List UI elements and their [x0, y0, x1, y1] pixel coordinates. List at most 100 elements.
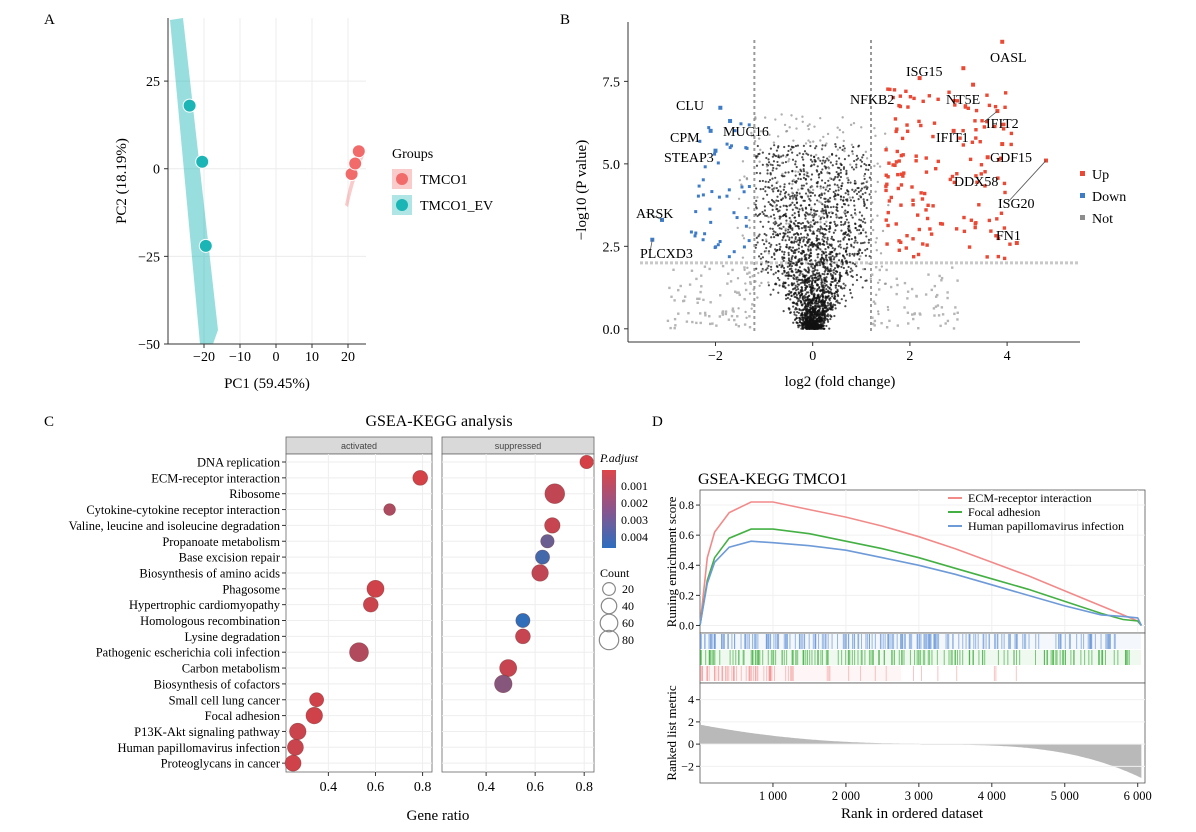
volcano-point-down: [703, 165, 707, 169]
volcano-point-not: [767, 281, 770, 284]
ranked-metric-y-tick: 4: [688, 693, 694, 707]
volcano-point-not: [873, 302, 877, 305]
volcano-point-not: [837, 193, 840, 197]
volcano-x-tick: −2: [708, 349, 723, 364]
volcano-point-not: [864, 191, 867, 194]
volcano-point-not: [824, 166, 828, 169]
volcano-point-not: [769, 147, 773, 150]
volcano-point-not: [826, 301, 829, 304]
barcode-hit: [786, 634, 788, 649]
volcano-point-not: [840, 163, 843, 166]
volcano-point-not: [862, 198, 865, 201]
barcode-hit: [854, 650, 856, 665]
volcano-point-down: [727, 188, 731, 192]
volcano-point-up: [904, 246, 908, 250]
volcano-point-not: [832, 178, 835, 181]
volcano-point-not: [799, 321, 802, 324]
barcode-hit: [919, 634, 921, 649]
volcano-point-not: [804, 243, 807, 247]
volcano-point-not: [832, 190, 835, 194]
volcano-point-up: [952, 180, 957, 185]
barcode-hit: [1056, 650, 1058, 665]
volcano-point-not: [843, 257, 846, 260]
barcode-hit: [791, 666, 793, 681]
volcano-point-not: [826, 157, 829, 160]
volcano-point-up: [905, 123, 909, 127]
volcano-point-not: [787, 193, 790, 196]
volcano-point-not: [771, 188, 774, 191]
volcano-point-not: [777, 269, 780, 273]
volcano-point-not: [876, 310, 880, 313]
volcano-point-not: [827, 315, 830, 318]
volcano-point-not: [826, 304, 830, 307]
volcano-point-not: [758, 284, 761, 288]
volcano-point-not: [861, 193, 864, 196]
volcano-point-not: [760, 270, 763, 273]
volcano-point-not: [794, 308, 797, 311]
volcano-point-not: [767, 215, 770, 219]
volcano-point-not: [813, 155, 816, 158]
volcano-point-not: [816, 325, 820, 329]
volcano-point-not: [788, 264, 791, 268]
volcano-point-not: [792, 251, 795, 255]
volcano-point-not: [794, 206, 797, 209]
volcano-point-not: [824, 256, 828, 259]
volcano-point-not: [845, 269, 848, 272]
volcano-point-up: [896, 172, 900, 177]
volcano-point-not: [816, 275, 820, 278]
count-legend-circle: [600, 597, 618, 615]
pca-y-label: PC2 (18.19%): [114, 138, 130, 224]
barcode-hit: [1008, 634, 1010, 649]
volcano-point-not: [779, 245, 782, 248]
volcano-point-not: [823, 222, 826, 226]
barcode-hit: [901, 650, 903, 665]
volcano-point-not: [802, 199, 805, 202]
volcano-point-not: [759, 148, 762, 152]
barcode-hit: [891, 650, 893, 665]
barcode-hit: [1050, 650, 1052, 665]
volcano-point-not: [855, 158, 858, 161]
barcode-hit: [1013, 650, 1015, 665]
volcano-point-not: [863, 241, 866, 244]
enrichment-lines: [699, 501, 1143, 627]
volcano-point-not: [809, 320, 812, 323]
volcano-point-not: [789, 203, 792, 206]
volcano-point-not: [940, 306, 944, 309]
volcano-point-not: [816, 199, 819, 202]
pca-gridlines: [168, 18, 366, 345]
volcano-point-not: [903, 306, 906, 309]
volcano-point-not: [778, 227, 781, 230]
volcano-point-up: [914, 154, 918, 158]
volcano-point-not: [807, 175, 810, 178]
volcano-point-not: [796, 310, 799, 314]
volcano-point-not: [812, 216, 815, 219]
volcano-point-not: [844, 305, 847, 308]
volcano-point-not: [809, 304, 812, 307]
barcode-hit: [1101, 650, 1103, 665]
volcano-point-not: [864, 279, 867, 282]
volcano-point-up: [1003, 190, 1007, 195]
volcano-point-not: [810, 206, 813, 209]
volcano-point-up: [940, 222, 945, 226]
volcano-point-not: [844, 284, 847, 287]
enrichment-plot-area: [699, 489, 1146, 634]
volcano-point-not: [784, 171, 787, 174]
volcano-point-not: [826, 184, 829, 187]
count-legend-label: 20: [622, 582, 634, 596]
volcano-point-not: [821, 207, 824, 211]
volcano-point-not: [839, 285, 842, 288]
volcano-point-not: [791, 246, 795, 249]
volcano-point-up: [1002, 256, 1007, 261]
volcano-point-not: [787, 307, 790, 310]
volcano-gene-leader: [983, 110, 998, 123]
volcano-point-not: [793, 311, 796, 314]
volcano-point-not: [803, 280, 806, 283]
barcode-hit: [1055, 634, 1057, 649]
volcano-point-not: [826, 204, 829, 208]
volcano-point-not: [822, 135, 825, 139]
volcano-point-not: [952, 327, 956, 330]
panel-letter-b: B: [560, 12, 570, 28]
volcano-point-not: [792, 139, 795, 142]
volcano-y-tick: 0.0: [603, 323, 621, 338]
barcode-hit: [918, 650, 920, 665]
